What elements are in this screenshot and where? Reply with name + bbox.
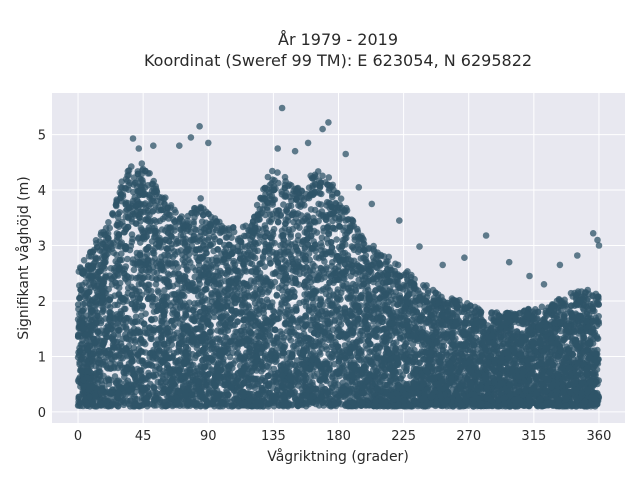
data-point	[276, 309, 283, 316]
data-point	[212, 226, 220, 234]
data-point	[307, 206, 315, 213]
data-point	[106, 224, 113, 232]
data-point	[118, 250, 125, 257]
data-point	[458, 351, 466, 359]
data-point	[92, 258, 99, 265]
data-point	[270, 365, 278, 373]
data-point	[322, 343, 329, 350]
data-point	[386, 286, 394, 293]
chart-subtitle: Koordinat (Sweref 99 TM): E 623054, N 62…	[144, 51, 532, 70]
data-point	[329, 193, 336, 201]
data-point	[120, 323, 127, 331]
data-point	[223, 234, 231, 241]
data-point	[184, 267, 191, 274]
data-point	[105, 219, 112, 226]
data-point	[145, 273, 152, 281]
data-point	[234, 318, 241, 325]
data-point	[538, 303, 546, 311]
data-point	[394, 261, 402, 269]
data-point	[130, 266, 138, 274]
data-points	[74, 104, 603, 410]
data-point	[337, 195, 345, 202]
data-point	[122, 305, 129, 313]
data-point	[111, 373, 119, 380]
chart-title: År 1979 - 2019	[278, 30, 398, 49]
data-point	[421, 284, 429, 291]
data-point	[313, 229, 321, 236]
data-point	[246, 259, 254, 267]
data-point	[150, 207, 157, 214]
data-point	[303, 212, 311, 219]
data-point	[108, 243, 115, 250]
